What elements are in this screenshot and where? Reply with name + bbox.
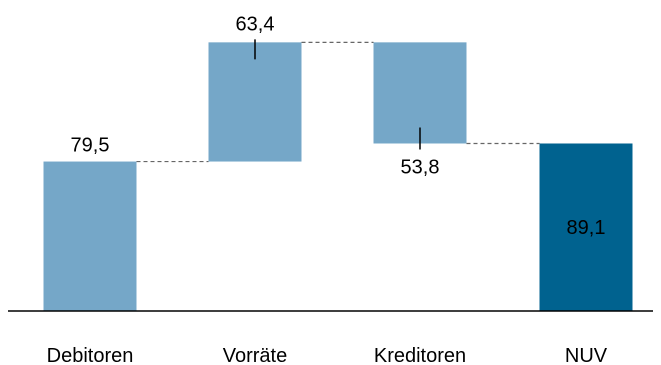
value-label-nuv: 89,1 [567, 217, 606, 239]
category-label-debitoren: Debitoren [47, 345, 134, 365]
bar-kreditoren [373, 42, 467, 144]
category-label-kreditoren: Kreditoren [374, 345, 466, 365]
category-label-nuv: NUV [565, 345, 608, 365]
category-labels: Debitoren Vorräte Kreditoren NUV [47, 345, 608, 365]
connector-lines [136, 41, 540, 163]
value-label-kreditoren: 53,8 [401, 156, 440, 178]
value-label-vorrate: 63,4 [236, 13, 275, 35]
bar-nuv [539, 143, 633, 311]
value-label-debitoren: 79,5 [71, 135, 110, 157]
bar-debitoren [43, 161, 137, 311]
value-labels: 79,5 63,4 53,8 89,1 [71, 13, 606, 239]
bars [43, 42, 633, 311]
bar-vorrate [208, 42, 302, 162]
category-label-vorrate: Vorräte [223, 345, 287, 365]
